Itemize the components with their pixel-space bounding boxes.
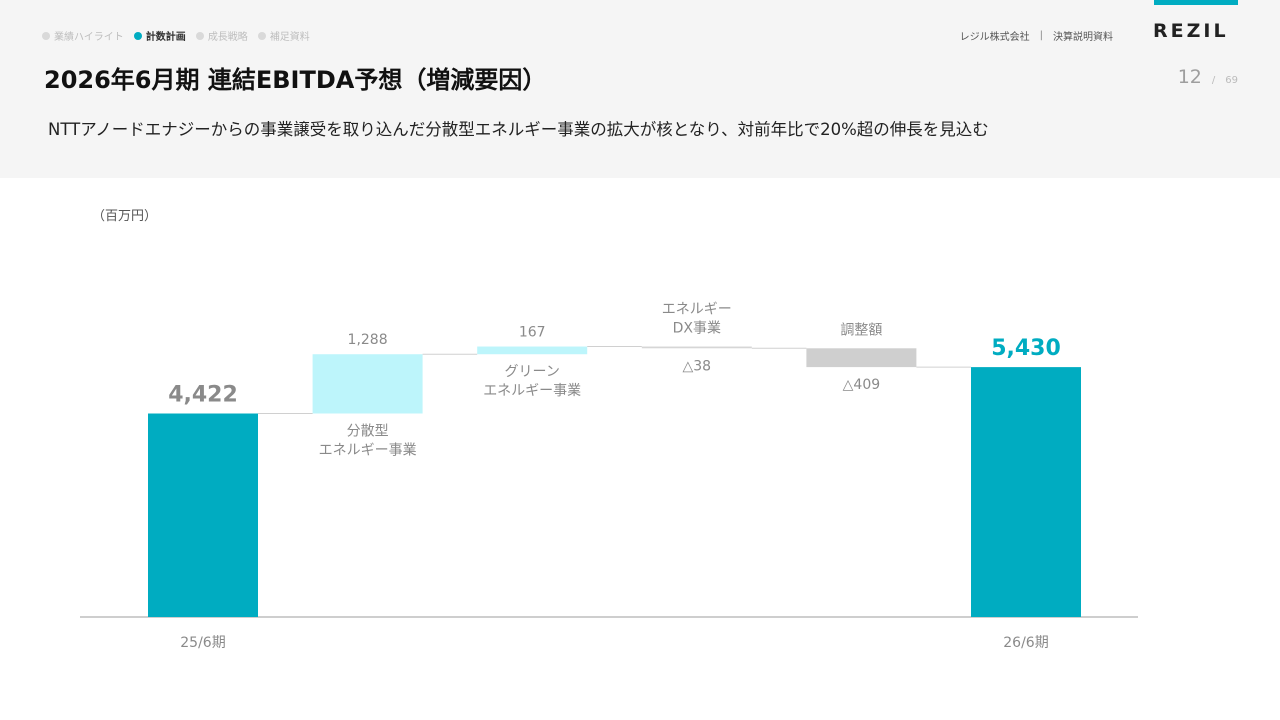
nav-item-appendix[interactable]: 補足資料 (257, 28, 310, 43)
nav-dot-icon (195, 31, 204, 40)
nav-dot-icon (257, 31, 266, 40)
data-label-0: 4,422 (168, 383, 238, 408)
category-label-1-0: 分散型 (347, 424, 389, 440)
page-subtitle: NTTアノードエナジーからの事業譲受を取り込んだ分散型エネルギー事業の拡大が核と… (48, 120, 989, 139)
bar-step-4 (806, 348, 917, 368)
bar-step-2 (477, 346, 588, 355)
header-band (0, 0, 1280, 178)
category-label-4-0: 調整額 (840, 322, 882, 338)
section-nav: 業績ハイライト 計数計画 成長戦略 補足資料 (42, 28, 310, 43)
page-number: 12 / 69 (1178, 66, 1238, 88)
nav-dot-icon (133, 31, 142, 40)
ebitda-waterfall-chart: 4,42225/6期1,288分散型エネルギー事業167グリーンエネルギー事業エ… (80, 302, 1138, 651)
bar-step-3 (641, 346, 752, 349)
page-title: 2026年6月期 連結EBITDA予想（増減要因） (44, 66, 547, 94)
bar-step-0 (148, 413, 258, 617)
category-label-0: 25/6期 (180, 635, 225, 651)
company-name: レジル株式会社 (959, 32, 1030, 43)
page-current: 12 (1177, 66, 1202, 88)
data-label-2: 167 (519, 325, 546, 341)
data-label-5: 5,430 (991, 336, 1061, 361)
chart-unit-label: （百万円） (92, 209, 158, 224)
page-slash: / (1211, 75, 1216, 86)
bar-step-1 (312, 354, 423, 414)
category-label-3-0: エネルギー (662, 302, 732, 318)
nav-item-plan[interactable]: 計数計画 (133, 28, 186, 43)
logo-accent-bar (1154, 0, 1238, 5)
company-separator: | (1039, 30, 1043, 41)
category-label-1-1: エネルギー事業 (319, 443, 417, 459)
document-name: 決算説明資料 (1053, 32, 1113, 43)
rezil-logo: REZIL (1153, 20, 1229, 42)
company-info: レジル株式会社 | 決算説明資料 (960, 28, 1113, 43)
category-label-2-1: エネルギー事業 (483, 383, 581, 399)
nav-item-highlights[interactable]: 業績ハイライト (42, 28, 124, 43)
nav-dot-icon (42, 31, 50, 40)
category-label-3-1: DX事業 (673, 321, 721, 337)
nav-item-strategy[interactable]: 成長戦略 (195, 28, 248, 43)
data-label-3: △38 (683, 358, 712, 374)
category-label-2-0: グリーン (505, 364, 560, 380)
data-label-4: △409 (843, 377, 881, 393)
category-label-5: 26/6期 (1003, 635, 1048, 651)
page-total: 69 (1225, 75, 1238, 86)
data-label-1: 1,288 (348, 332, 388, 348)
bar-step-5 (971, 367, 1081, 617)
